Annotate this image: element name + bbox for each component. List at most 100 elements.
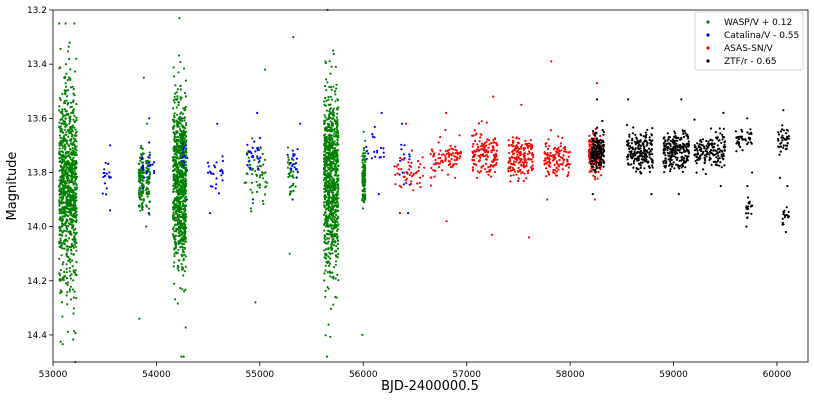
data-point — [681, 170, 685, 173]
data-point — [182, 148, 185, 151]
data-point — [493, 156, 496, 160]
y-axis: 13.213.413.613.814.014.214.4 — [27, 6, 53, 341]
data-point — [645, 144, 648, 147]
data-point — [330, 186, 333, 189]
data-point — [292, 176, 295, 179]
data-point — [175, 230, 178, 233]
data-point — [74, 134, 77, 137]
data-point — [783, 209, 786, 212]
data-point — [74, 128, 77, 131]
data-point — [647, 151, 651, 154]
data-point — [668, 136, 672, 139]
data-point — [711, 152, 714, 155]
data-point — [332, 277, 335, 280]
data-point — [678, 159, 681, 162]
data-point — [335, 150, 338, 153]
data-point — [184, 288, 187, 291]
data-point — [410, 149, 413, 152]
data-point — [721, 138, 724, 141]
data-point — [334, 260, 338, 263]
data-point — [69, 115, 72, 118]
data-point — [61, 263, 64, 266]
data-point — [337, 143, 340, 146]
data-point — [65, 271, 68, 274]
data-point — [105, 172, 108, 175]
data-point — [703, 145, 706, 148]
data-point — [324, 225, 327, 228]
data-point — [61, 230, 64, 233]
data-point — [139, 209, 142, 212]
data-point — [596, 154, 599, 157]
data-point — [61, 206, 64, 209]
data-point — [491, 233, 494, 236]
data-point — [455, 149, 458, 152]
data-point — [451, 152, 455, 155]
data-point — [707, 140, 710, 143]
data-point — [716, 152, 719, 155]
data-point — [327, 240, 330, 243]
data-point — [66, 89, 70, 92]
data-point — [175, 120, 178, 123]
data-point — [75, 57, 78, 60]
data-point — [178, 125, 181, 128]
data-point — [777, 139, 780, 142]
data-point — [138, 317, 141, 320]
data-point — [554, 174, 558, 177]
data-point — [786, 214, 789, 217]
data-point — [363, 152, 367, 155]
data-point — [455, 158, 458, 161]
data-point — [495, 149, 498, 152]
data-point — [399, 159, 402, 162]
data-point — [602, 150, 606, 153]
data-point — [713, 142, 716, 145]
data-point — [176, 302, 179, 305]
data-point — [75, 161, 78, 164]
data-point — [70, 298, 73, 301]
data-point — [449, 166, 452, 169]
data-point — [324, 194, 327, 197]
data-point — [327, 185, 330, 188]
data-point — [258, 137, 262, 140]
data-point — [184, 122, 188, 125]
data-point — [400, 168, 403, 171]
data-point — [524, 139, 527, 143]
data-point — [253, 140, 256, 143]
data-point — [326, 189, 330, 192]
data-point — [252, 155, 255, 159]
data-point — [376, 149, 379, 152]
data-point — [323, 198, 327, 201]
data-point — [631, 137, 634, 140]
data-point — [786, 129, 790, 132]
data-point — [602, 160, 605, 163]
data-point — [408, 168, 411, 171]
data-point — [327, 209, 330, 212]
data-point — [361, 158, 365, 161]
data-point — [329, 130, 332, 133]
data-point — [183, 161, 186, 164]
data-point — [379, 156, 382, 159]
data-point — [69, 233, 72, 236]
data-point — [67, 237, 71, 240]
data-point — [249, 188, 252, 191]
data-point — [429, 184, 432, 187]
data-point — [173, 216, 176, 219]
data-point — [174, 98, 177, 101]
data-point — [71, 259, 74, 262]
data-point — [335, 213, 338, 216]
data-point — [175, 147, 178, 150]
data-point — [323, 147, 327, 150]
data-point — [292, 189, 295, 192]
data-point — [323, 122, 326, 126]
data-point — [324, 166, 327, 169]
data-point — [58, 134, 62, 137]
data-point — [686, 159, 690, 162]
data-point — [485, 121, 488, 124]
data-point — [453, 159, 456, 162]
data-point — [640, 149, 643, 153]
x-tick-label: 60000 — [763, 370, 792, 380]
data-point — [180, 164, 183, 168]
data-point — [530, 143, 533, 146]
data-point — [674, 156, 678, 159]
data-point — [663, 171, 666, 174]
data-point — [184, 240, 187, 243]
